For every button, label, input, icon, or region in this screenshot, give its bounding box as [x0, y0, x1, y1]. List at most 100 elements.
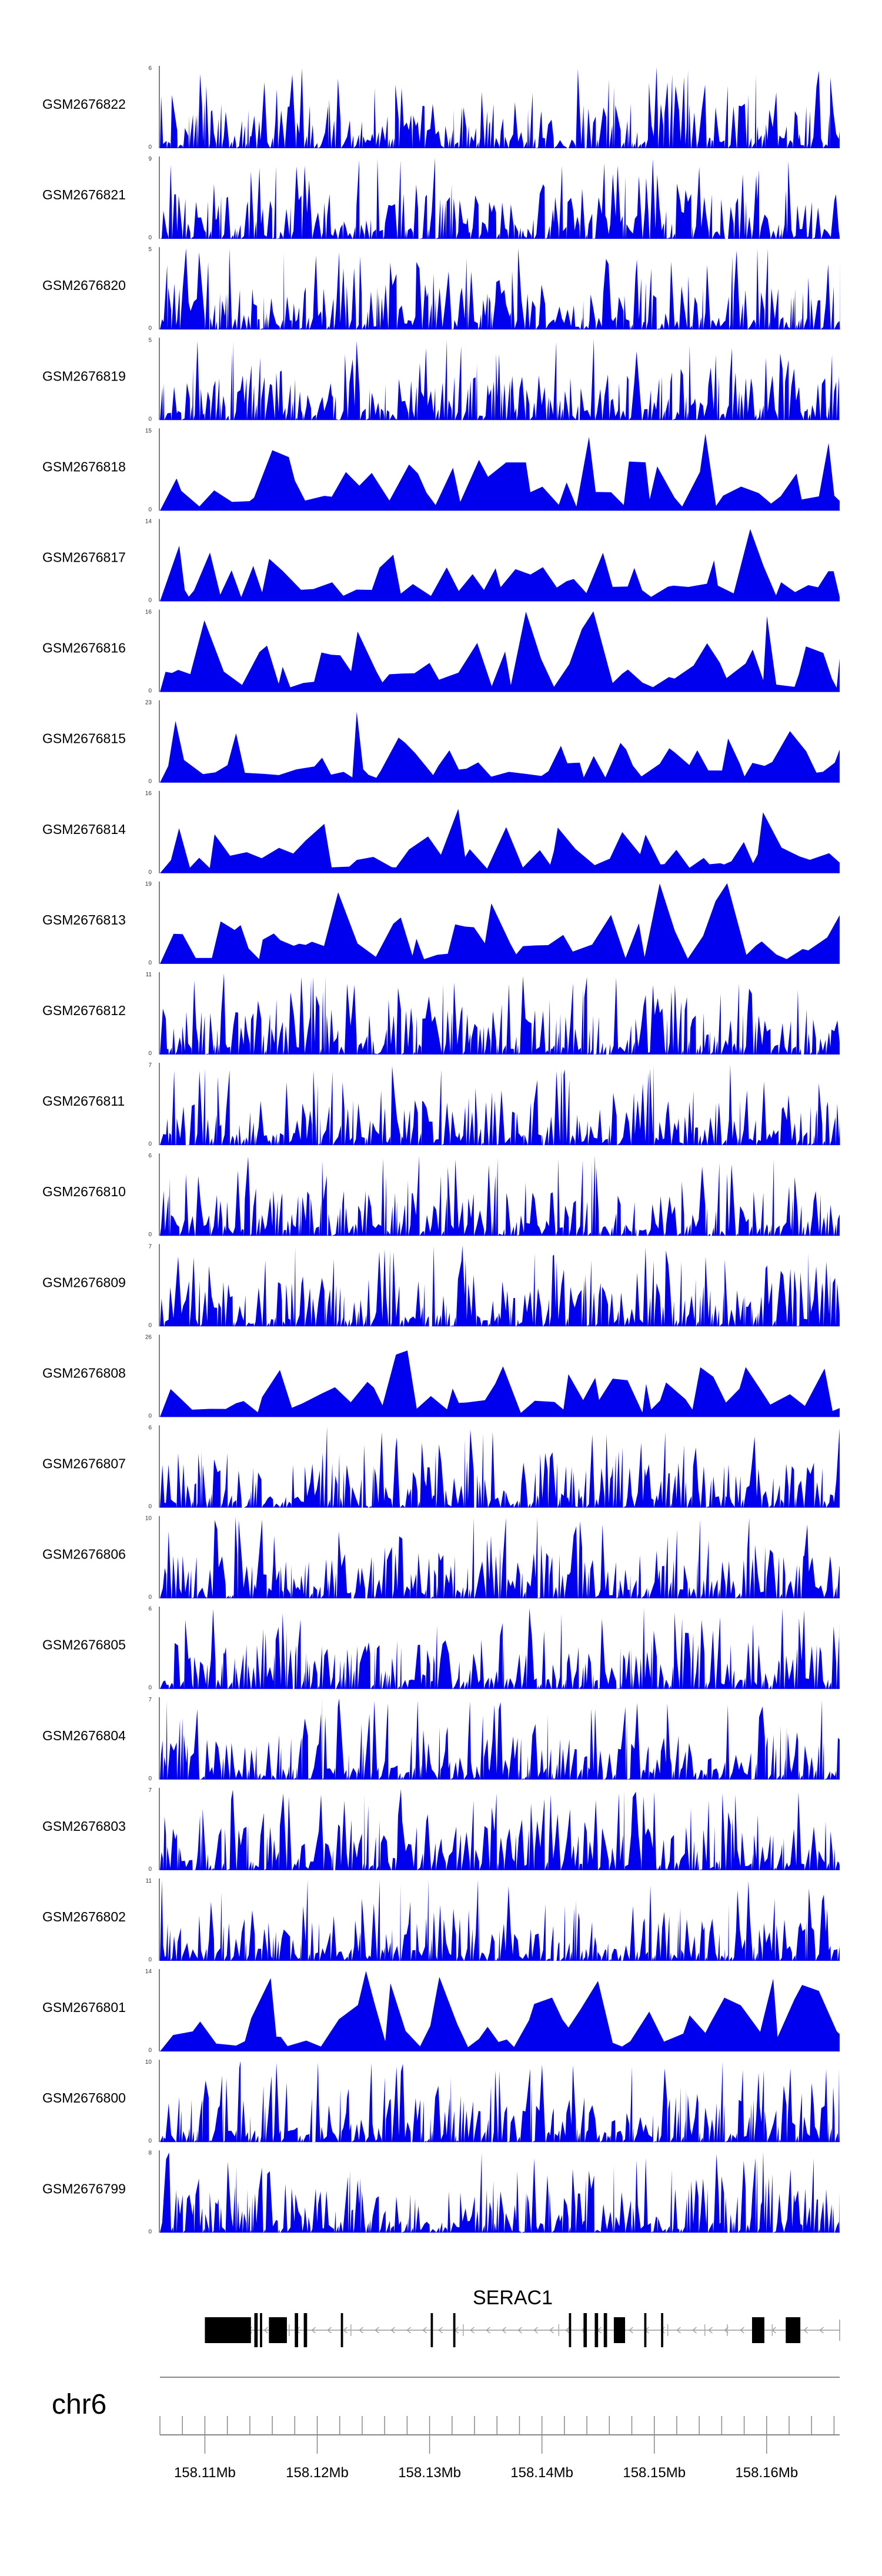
exon: [569, 2313, 572, 2347]
track-label: GSM2676806: [42, 1547, 126, 1562]
gene-model: [205, 2313, 840, 2347]
signal-tracks: GSM267682260GSM267682190GSM267682050GSM2…: [42, 65, 840, 2235]
axis-tick-label: 158.13Mb: [398, 2465, 461, 2481]
y-min-label: 0: [148, 144, 152, 151]
signal-area: [160, 1607, 840, 1689]
strand-arrow: [819, 2327, 824, 2334]
signal-area: [160, 2151, 840, 2233]
track-label: GSM2676807: [42, 1456, 126, 1471]
y-max-label: 5: [148, 246, 152, 253]
y-max-label: 7: [148, 1787, 152, 1794]
track-GSM2676820: GSM2676820 5 0: [42, 246, 840, 332]
track-label: GSM2676816: [42, 640, 126, 656]
y-max-label: 7: [148, 1062, 152, 1069]
track-label: GSM2676804: [42, 1728, 126, 1743]
strand-arrow: [549, 2327, 554, 2334]
signal-area: [160, 883, 840, 964]
signal-area: [160, 248, 840, 330]
y-max-label: 7: [148, 1697, 152, 1703]
track-label: GSM2676817: [42, 550, 126, 565]
y-max-label: 16: [145, 609, 152, 616]
y-min-label: 0: [148, 2228, 152, 2235]
gene-name-label: SERAC1: [473, 2287, 553, 2309]
track-label: GSM2676800: [42, 2090, 126, 2105]
track-label: GSM2676811: [42, 1093, 125, 1109]
strand-arrow: [565, 2327, 570, 2334]
exon: [661, 2313, 664, 2347]
strand-arrow: [438, 2327, 443, 2334]
strand-arrow: [327, 2327, 332, 2334]
signal-area: [160, 712, 840, 783]
exon: [594, 2313, 599, 2347]
signal-area: [160, 1880, 840, 1961]
signal-area: [160, 1971, 840, 2052]
y-max-label: 9: [148, 156, 152, 162]
track-label: GSM2676799: [42, 2181, 126, 2196]
strand-arrow: [533, 2327, 538, 2334]
y-max-label: 11: [146, 972, 152, 978]
y-min-label: 0: [148, 1322, 152, 1329]
exon: [205, 2317, 251, 2343]
track-label: GSM2676808: [42, 1365, 126, 1380]
track-label: GSM2676809: [42, 1274, 126, 1290]
y-min-label: 0: [148, 1050, 152, 1057]
y-max-label: 26: [145, 1334, 152, 1340]
track-GSM2676812: GSM2676812 11 0: [42, 972, 840, 1057]
strand-arrow: [311, 2327, 316, 2334]
track-label: GSM2676815: [42, 731, 126, 746]
y-min-label: 0: [148, 235, 152, 241]
track-label: GSM2676812: [42, 1003, 126, 1018]
strand-arrow: [375, 2327, 379, 2334]
signal-area: [160, 611, 840, 692]
y-max-label: 6: [148, 1606, 152, 1613]
track-GSM2676800: GSM2676800 10 0: [42, 2059, 840, 2144]
genome-axis: chr6 158.11Mb 158.12Mb 158.13Mb 158.14Mb 158…: [52, 2377, 840, 2481]
y-min-label: 0: [148, 1232, 152, 1238]
track-GSM2676806: GSM2676806 10 0: [42, 1516, 840, 1601]
y-max-label: 10: [145, 1516, 152, 1522]
track-label: GSM2676814: [42, 822, 126, 837]
strand-arrow: [470, 2327, 475, 2334]
strand-arrow: [692, 2327, 697, 2334]
axis-tick-label: 158.11Mb: [174, 2465, 236, 2481]
y-min-label: 0: [148, 1957, 152, 1963]
track-label: GSM2676820: [42, 278, 126, 293]
track-GSM2676811: GSM2676811 7 0: [42, 1062, 840, 1147]
gene-track: SERAC1: [205, 2287, 840, 2347]
y-min-label: 0: [148, 2047, 152, 2054]
track-label: GSM2676818: [42, 459, 126, 474]
track-GSM2676819: GSM2676819 5 0: [42, 337, 840, 422]
strand-arrow: [359, 2327, 363, 2334]
y-min-label: 0: [148, 2138, 152, 2144]
y-max-label: 5: [148, 337, 152, 343]
track-GSM2676807: GSM2676807 6 0: [42, 1425, 840, 1510]
y-min-label: 0: [148, 779, 152, 785]
exon: [786, 2317, 801, 2343]
axis-tick-label: 158.15Mb: [623, 2465, 686, 2481]
track-GSM2676822: GSM2676822 6 0: [42, 65, 840, 151]
strand-arrow: [263, 2327, 268, 2334]
y-max-label: 19: [145, 881, 152, 887]
track-GSM2676803: GSM2676803 7 0: [42, 1787, 840, 1873]
y-min-label: 0: [148, 1685, 152, 1691]
track-label: GSM2676803: [42, 1818, 126, 1834]
signal-area: [160, 1517, 840, 1599]
track-GSM2676821: GSM2676821 9 0: [42, 156, 840, 241]
track-label: GSM2676822: [42, 96, 126, 112]
exon: [340, 2313, 343, 2347]
track-label: GSM2676801: [42, 2000, 126, 2015]
track-GSM2676809: GSM2676809 7 0: [42, 1243, 840, 1329]
track-label: GSM2676805: [42, 1637, 126, 1653]
exon: [295, 2313, 299, 2347]
exon: [613, 2317, 626, 2343]
track-GSM2676799: GSM2676799 8 0: [42, 2150, 840, 2235]
y-max-label: 7: [148, 1243, 152, 1250]
strand-arrow: [502, 2327, 506, 2334]
y-max-label: 6: [148, 1425, 152, 1432]
y-min-label: 0: [148, 1504, 152, 1510]
signal-area: [160, 158, 840, 239]
signal-area: [160, 809, 840, 873]
strand-arrow: [629, 2327, 633, 2334]
y-min-label: 0: [148, 1776, 152, 1782]
